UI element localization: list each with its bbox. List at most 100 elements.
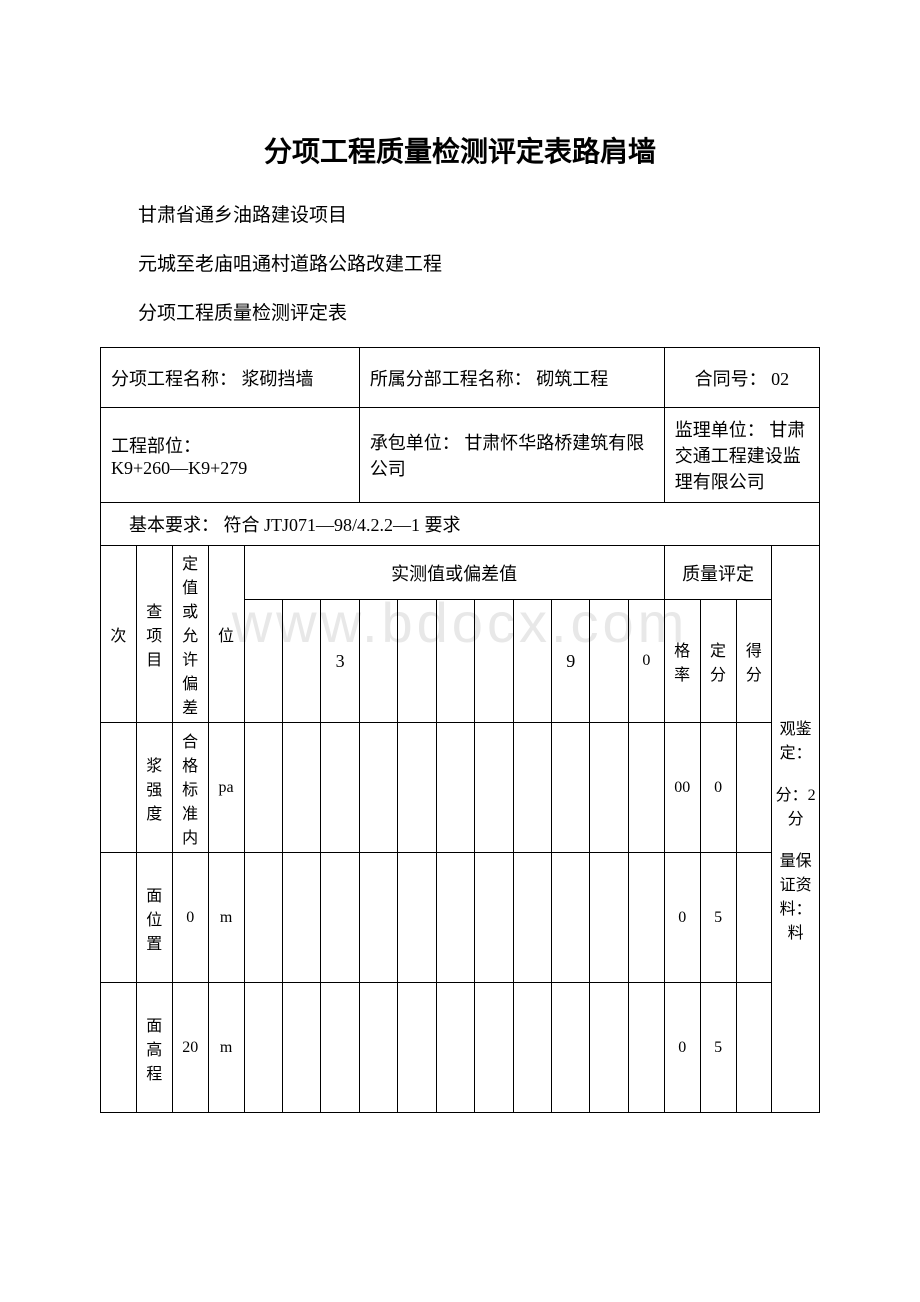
inspection-table: 分项工程名称： 浆砌挡墙 所属分部工程名称： 砌筑工程 合同号： 02 工程部位… (100, 347, 820, 1113)
table-header-row-1: 分项工程名称： 浆砌挡墙 所属分部工程名称： 砌筑工程 合同号： 02 (101, 348, 820, 408)
r2-tol: 0 (172, 853, 208, 983)
r1-m7 (475, 723, 513, 853)
r3-m7 (475, 983, 513, 1113)
r3-m5 (398, 983, 436, 1113)
r3-seq (101, 983, 137, 1113)
r1-m3 (321, 723, 359, 853)
m-col-8 (513, 600, 551, 723)
r1-m4 (359, 723, 397, 853)
r1-m8 (513, 723, 551, 853)
supervisor-label: 监理单位： (675, 420, 765, 440)
r1-m1 (244, 723, 282, 853)
r3-m8 (513, 983, 551, 1113)
note-0: 分：2分 (776, 787, 816, 828)
r2-m6 (436, 853, 474, 983)
appraisal-label: 观鉴定： (780, 721, 812, 762)
r2-m7 (475, 853, 513, 983)
contract-value: 02 (771, 369, 789, 389)
page-title: 分项工程质量检测评定表路肩墙 (100, 130, 820, 170)
column-header-row-1: 次 查项目 定值或允许偏差 位 实测值或偏差值 质量评定 观鉴定： 分：2分 量… (101, 546, 820, 600)
r1-m6 (436, 723, 474, 853)
col-unit: 位 (208, 546, 244, 723)
r1-pass: 00 (664, 723, 700, 853)
basic-req-value: 符合 JTJ071—98/4.2.2—1 要求 (224, 515, 461, 535)
r1-item: 浆强度 (136, 723, 172, 853)
document-content: 分项工程质量检测评定表路肩墙 甘肃省通乡油路建设项目 元城至老庙咀通村道路公路改… (100, 130, 820, 1113)
location-cell: 工程部位： K9+260—K9+279 (101, 408, 360, 503)
r3-unit: m (208, 983, 244, 1113)
parent-value: 砌筑工程 (536, 369, 608, 389)
m-col-10 (590, 600, 628, 723)
project-name-label: 分项工程名称： (111, 369, 237, 389)
m-col-4 (359, 600, 397, 723)
r2-pass: 0 (664, 853, 700, 983)
subtitle-3: 分项工程质量检测评定表 (100, 298, 820, 325)
r3-tol: 20 (172, 983, 208, 1113)
table-header-row-2: 工程部位： K9+260—K9+279 承包单位： 甘肃怀华路桥建筑有限公司 监… (101, 408, 820, 503)
location-value: K9+260—K9+279 (111, 458, 247, 478)
basic-requirement-row: 基本要求： 符合 JTJ071—98/4.2.2—1 要求 (101, 503, 820, 546)
r2-m4 (359, 853, 397, 983)
r2-get (736, 853, 772, 983)
r1-score: 0 (700, 723, 736, 853)
col-appraisal: 观鉴定： 分：2分 量保证资 料：料 (772, 546, 820, 1113)
contract-label: 合同号： (695, 369, 767, 389)
m-col-5 (398, 600, 436, 723)
table-row: 面位置 0 m 0 5 (101, 853, 820, 983)
r3-m4 (359, 983, 397, 1113)
project-name-value: 浆砌挡墙 (242, 369, 314, 389)
table-row: 浆强度 合格标准内 pa 00 0 (101, 723, 820, 853)
col-tolerance: 定值或允许偏差 (172, 546, 208, 723)
r2-m9 (552, 853, 590, 983)
col-measured-header: 实测值或偏差值 (244, 546, 664, 600)
r3-m3 (321, 983, 359, 1113)
note-2: 料：料 (780, 901, 812, 942)
r2-unit: m (208, 853, 244, 983)
r3-get (736, 983, 772, 1113)
table-row: 面高程 20 m 0 5 (101, 983, 820, 1113)
parent-label: 所属分部工程名称： (370, 369, 532, 389)
r3-m10 (590, 983, 628, 1113)
r1-m5 (398, 723, 436, 853)
r3-score: 5 (700, 983, 736, 1113)
r1-m10 (590, 723, 628, 853)
r2-m3 (321, 853, 359, 983)
col-get-score: 得分 (736, 600, 772, 723)
col-seq: 次 (101, 546, 137, 723)
r3-m9 (552, 983, 590, 1113)
project-name-cell: 分项工程名称： 浆砌挡墙 (101, 348, 360, 408)
r3-m0 (628, 983, 664, 1113)
r3-m6 (436, 983, 474, 1113)
col-score: 定分 (700, 600, 736, 723)
col-quality-header: 质量评定 (664, 546, 772, 600)
col-pass-rate: 格率 (664, 600, 700, 723)
supervisor-cell: 监理单位： 甘肃交通工程建设监理有限公司 (664, 408, 819, 503)
basic-req-label: 基本要求： (129, 515, 219, 535)
r2-score: 5 (700, 853, 736, 983)
r1-tol: 合格标准内 (172, 723, 208, 853)
r3-m2 (282, 983, 320, 1113)
subtitle-2: 元城至老庙咀通村道路公路改建工程 (100, 249, 820, 276)
r1-m2 (282, 723, 320, 853)
r3-pass: 0 (664, 983, 700, 1113)
r2-m5 (398, 853, 436, 983)
r1-seq (101, 723, 137, 853)
m-col-0: 0 (628, 600, 664, 723)
r2-m1 (244, 853, 282, 983)
m-col-9: 9 (552, 600, 590, 723)
m-col-2 (282, 600, 320, 723)
m-col-1 (244, 600, 282, 723)
r1-m9 (552, 723, 590, 853)
contractor-label: 承包单位： (370, 433, 460, 453)
r2-m2 (282, 853, 320, 983)
subtitle-1: 甘肃省通乡油路建设项目 (100, 200, 820, 227)
m-col-7 (475, 600, 513, 723)
note-1: 量保证资 (780, 853, 812, 894)
r2-m8 (513, 853, 551, 983)
parent-project-cell: 所属分部工程名称： 砌筑工程 (359, 348, 664, 408)
location-label: 工程部位： (111, 436, 201, 456)
r2-m0 (628, 853, 664, 983)
r1-get (736, 723, 772, 853)
col-item: 查项目 (136, 546, 172, 723)
m-col-3: 3 (321, 600, 359, 723)
